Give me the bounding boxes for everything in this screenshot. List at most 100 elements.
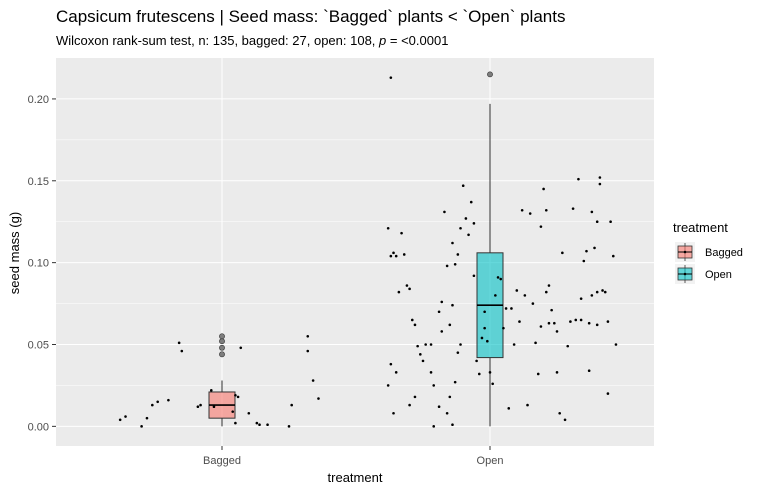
y-tick-label: 0.05	[28, 339, 49, 351]
data-point	[472, 274, 476, 278]
x-axis: Bagged Open	[203, 446, 503, 467]
legend-label: Bagged	[705, 247, 743, 259]
data-point	[429, 343, 433, 346]
data-point	[437, 310, 441, 314]
data-point	[437, 405, 441, 409]
data-point	[595, 323, 599, 327]
y-tick-label: 0.10	[28, 258, 49, 270]
data-point	[311, 379, 315, 382]
data-point	[408, 287, 411, 291]
data-point	[488, 371, 492, 374]
data-point	[526, 403, 529, 407]
data-point	[504, 307, 508, 310]
data-point	[287, 425, 291, 428]
data-point	[451, 303, 454, 307]
data-point	[512, 343, 516, 346]
data-point	[389, 362, 393, 366]
y-tick-label: 0.15	[28, 176, 49, 188]
y-tick-label: 0.00	[28, 421, 49, 433]
data-point	[167, 398, 170, 402]
data-point	[507, 407, 511, 410]
data-point	[306, 349, 310, 353]
data-point	[601, 289, 604, 292]
jitter-points	[118, 76, 618, 428]
data-point	[212, 405, 216, 409]
data-point	[445, 264, 449, 268]
data-point	[563, 418, 567, 422]
data-point	[255, 421, 259, 425]
data-point	[394, 254, 398, 258]
data-point	[402, 253, 406, 256]
data-point	[555, 371, 559, 374]
legend-key-point	[683, 272, 687, 276]
data-point	[124, 415, 127, 418]
data-point	[542, 187, 545, 191]
data-point	[547, 284, 551, 287]
data-point	[180, 349, 184, 353]
chart-title: Capsicum frutescens | Seed mass: `Bagged…	[56, 7, 565, 26]
data-point	[453, 262, 457, 266]
data-point	[587, 321, 591, 325]
data-point	[443, 210, 446, 214]
data-point	[577, 177, 580, 181]
data-point	[317, 397, 320, 400]
data-point	[534, 341, 537, 345]
legend-key-point	[683, 250, 687, 254]
data-point	[145, 416, 149, 420]
data-point	[469, 200, 473, 204]
x-axis-title: treatment	[328, 470, 383, 485]
data-point	[258, 423, 261, 427]
data-point	[290, 403, 293, 407]
legend: treatment Bagged Open	[673, 220, 743, 284]
data-point	[453, 380, 457, 384]
data-point	[595, 290, 599, 294]
data-point	[386, 226, 390, 230]
y-tick-label: 0.20	[28, 94, 49, 106]
data-point	[483, 326, 486, 330]
data-point	[582, 259, 586, 263]
data-point	[480, 336, 484, 340]
data-point	[451, 241, 454, 245]
data-point	[593, 246, 596, 250]
data-point	[459, 343, 462, 346]
data-point	[410, 318, 414, 322]
y-axis: 0.00 0.05 0.10 0.15 0.20	[28, 94, 56, 433]
data-point	[413, 323, 417, 327]
data-point	[472, 222, 476, 225]
chart-subtitle: Wilcoxon rank-sum test, n: 135, bagged: …	[56, 33, 448, 48]
data-point	[518, 320, 521, 323]
data-point	[598, 176, 602, 179]
data-point	[389, 76, 393, 79]
outlier-point	[219, 351, 225, 358]
data-point	[510, 307, 513, 310]
data-point	[432, 425, 436, 428]
data-point	[231, 410, 235, 413]
data-point	[475, 359, 478, 363]
data-point	[523, 294, 527, 297]
data-point	[118, 418, 122, 422]
data-point	[432, 384, 436, 387]
data-point	[590, 210, 594, 214]
outlier-point	[219, 333, 225, 340]
outlier-point	[219, 338, 225, 345]
data-point	[595, 220, 599, 224]
data-point	[456, 351, 460, 354]
data-point	[421, 359, 425, 363]
data-point	[520, 208, 524, 212]
outlier-point	[487, 71, 493, 78]
data-point	[598, 182, 602, 186]
data-point	[448, 323, 452, 327]
legend-label: Open	[705, 269, 732, 281]
data-point	[429, 371, 433, 374]
data-point	[234, 421, 237, 425]
data-point	[561, 251, 564, 255]
data-point	[611, 254, 615, 258]
data-point	[456, 253, 460, 256]
data-point	[397, 290, 401, 294]
data-point	[405, 284, 409, 287]
data-point	[209, 389, 213, 392]
subtitle-p: p	[378, 33, 386, 48]
data-point	[416, 344, 419, 348]
data-point	[477, 372, 481, 376]
data-point	[558, 411, 561, 415]
